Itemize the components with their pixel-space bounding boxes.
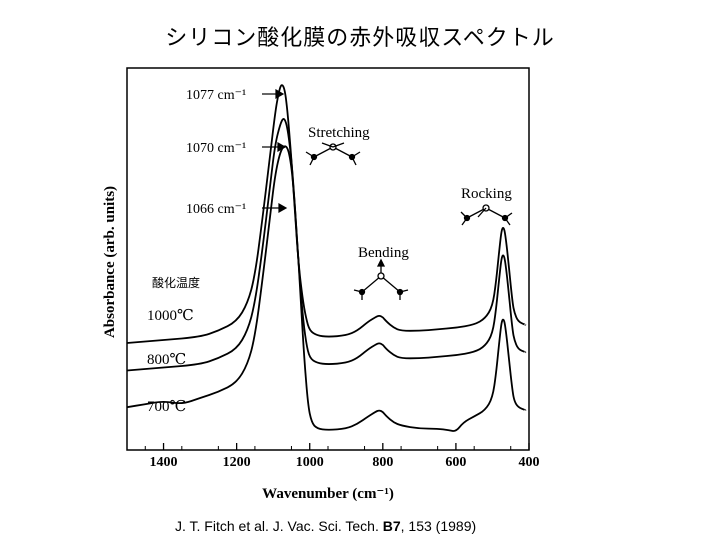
x-tick-label-1400: 1400 xyxy=(150,455,178,470)
rocking-label: Rocking xyxy=(461,186,512,202)
temp-label-1000: 1000℃ xyxy=(147,308,194,324)
rocking-diagram xyxy=(460,204,513,226)
temp-label-800: 800℃ xyxy=(147,352,186,368)
series-line-2 xyxy=(126,118,527,372)
stretching-diagram xyxy=(305,142,361,166)
series-line-3 xyxy=(126,145,527,432)
peak-label-1077: 1077 cm⁻¹ xyxy=(186,88,246,103)
bending-diagram xyxy=(353,258,409,300)
citation-volume: B7 xyxy=(382,518,401,534)
citation-prefix: J. T. Fitch et al. J. Vac. Sci. Tech. xyxy=(175,518,383,534)
bending-label: Bending xyxy=(358,245,409,261)
x-axis-ticks: 1400 1200 1000 800 600 400 xyxy=(144,443,540,470)
peak-label-1070: 1070 cm⁻¹ xyxy=(186,141,246,156)
peak-label-1066: 1066 cm⁻¹ xyxy=(186,202,246,217)
x-axis-title: Wavenumber (cm⁻¹) xyxy=(262,486,394,502)
series-line-1 xyxy=(126,84,527,344)
temp-label-700: 700℃ xyxy=(147,399,186,415)
stretching-label: Stretching xyxy=(308,125,370,141)
citation: J. T. Fitch et al. J. Vac. Sci. Tech. B7… xyxy=(175,518,476,534)
citation-suffix: , 153 (1989) xyxy=(400,518,477,534)
x-tick-label-1200: 1200 xyxy=(223,455,251,470)
x-tick-label-1000: 1000 xyxy=(296,455,324,470)
x-tick-label-400: 400 xyxy=(519,455,540,470)
peak-arrowhead-1077 xyxy=(275,88,285,100)
x-tick-label-600: 600 xyxy=(445,455,466,470)
page-title: シリコン酸化膜の赤外吸収スペクトル xyxy=(165,26,555,51)
peak-arrows xyxy=(262,88,288,214)
series-layer xyxy=(126,84,527,432)
peak-arrowhead-1070 xyxy=(277,141,287,153)
peak-arrowhead-1066 xyxy=(278,202,288,214)
oxidation-temperature-label: 酸化温度 xyxy=(152,275,200,290)
y-axis-title: Absorbance (arb. units) xyxy=(102,186,118,338)
x-tick-label-800: 800 xyxy=(372,455,393,470)
